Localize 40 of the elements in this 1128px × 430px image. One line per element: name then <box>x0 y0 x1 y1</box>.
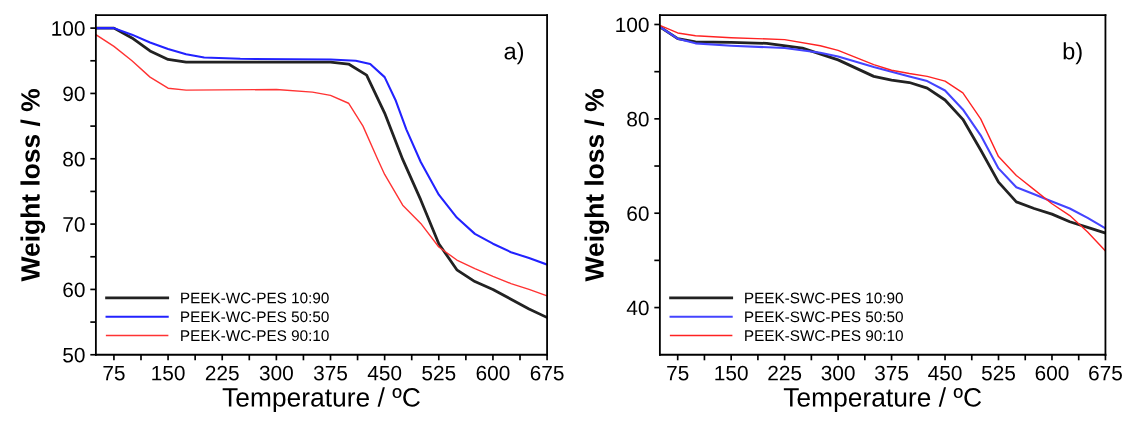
x-tick-label: 75 <box>103 365 125 381</box>
y-tick-label: 70 <box>63 217 85 232</box>
x-tick-label: 450 <box>928 365 962 381</box>
y-tick-label: 60 <box>63 282 85 298</box>
x-tick-label: 375 <box>874 365 909 381</box>
x-axis-title: Temperature / ºC <box>222 387 420 412</box>
y-tick-label: 100 <box>52 21 85 36</box>
y-tick-label: 80 <box>63 151 85 167</box>
legend-label: PEEK-WC-PES 90:10 <box>181 330 329 342</box>
x-tick-label: 300 <box>821 365 855 381</box>
y-tick-label: 90 <box>63 86 85 102</box>
y-axis-title: Weight loss / % <box>20 89 46 282</box>
x-tick-label: 150 <box>715 365 748 381</box>
y-axis-title: Weight loss / % <box>584 89 610 282</box>
x-tick-label: 150 <box>152 365 185 381</box>
y-tick-label: 80 <box>627 111 649 127</box>
legend-label: PEEK-WC-PES 10:90 <box>181 292 329 304</box>
x-axis-title: Temperature / ºC <box>783 387 982 412</box>
legend-label: PEEK-WC-PES 50:50 <box>181 311 329 323</box>
y-tick-label: 40 <box>626 300 649 316</box>
x-tick-label: 600 <box>1035 365 1069 381</box>
y-tick-label: 100 <box>616 17 649 33</box>
y-tick-label: 50 <box>63 347 85 363</box>
x-tick-label: 675 <box>530 365 564 381</box>
x-tick-label: 225 <box>768 365 802 381</box>
x-tick-label: 675 <box>1089 365 1122 381</box>
x-tick-label: 525 <box>422 365 456 381</box>
x-tick-label: 450 <box>367 365 402 381</box>
annotation: b) <box>1063 42 1082 65</box>
x-tick-label: 75 <box>667 365 689 381</box>
x-tick-label: 300 <box>259 365 293 381</box>
legend-label: PEEK-SWC-PES 50:50 <box>745 311 903 323</box>
legend-label: PEEK-SWC-PES 10:90 <box>745 292 903 304</box>
x-tick-label: 525 <box>981 365 1016 381</box>
annotation: a) <box>504 42 524 65</box>
x-tick-label: 225 <box>205 365 239 381</box>
y-tick-label: 60 <box>627 206 649 221</box>
x-tick-label: 600 <box>476 365 510 381</box>
legend-label: PEEK-SWC-PES 90:10 <box>745 330 903 342</box>
x-tick-label: 375 <box>313 365 348 381</box>
